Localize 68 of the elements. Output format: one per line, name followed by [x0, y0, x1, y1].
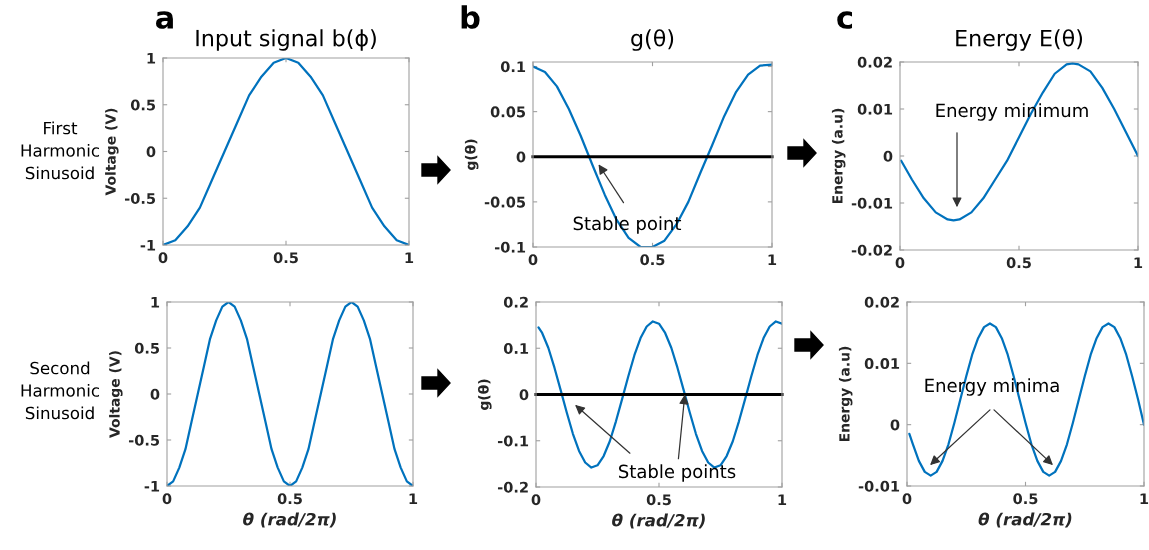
y-tick-label: -0.1	[494, 241, 526, 253]
x-tick-label: 0.5	[273, 252, 298, 264]
y-tick-label: 0.5	[130, 99, 156, 111]
y-tick-label: 0.01	[857, 103, 893, 115]
x-tick-label: 0	[902, 493, 912, 505]
x-tick-label: 0.5	[1006, 257, 1031, 269]
text: a	[156, 11, 173, 29]
x-tick-label: 0.5	[1013, 493, 1038, 505]
y-tick-label: 1	[151, 296, 160, 308]
x-tick-label: 0	[158, 252, 168, 264]
y-tick-label: -0.05	[484, 196, 526, 208]
text: c	[837, 11, 853, 29]
y-axis-title: g(θ)	[464, 139, 479, 170]
x-tick-label: 1	[1140, 493, 1149, 505]
x-tick-label: 0	[528, 254, 538, 266]
y-tick-label: 0	[883, 150, 893, 162]
y-tick-label: 0.1	[503, 342, 529, 354]
y-tick-label: 0.01	[864, 358, 900, 370]
x-axis-title: θ (rad/2π)	[978, 512, 1072, 528]
text: First Harmonic Sinusoid	[21, 121, 100, 180]
text: Second Harmonic Sinusoid	[21, 361, 100, 420]
chart-title: Input signal b(ϕ)	[196, 29, 376, 51]
y-tick-label: -0.01	[851, 197, 893, 209]
y-tick-label: -0.2	[497, 481, 528, 493]
y-axis-title: Voltage (V)	[109, 351, 123, 438]
line-series	[908, 322, 1144, 477]
y-tick-label: -0.02	[851, 244, 892, 256]
x-tick-label: 1	[778, 494, 787, 506]
chart-title: g(θ)	[631, 29, 674, 51]
chart-title: Energy E(θ)	[956, 29, 1083, 51]
y-tick-label: -1	[144, 480, 160, 492]
y-tick-label: -0.5	[124, 192, 156, 204]
line-series	[163, 58, 409, 245]
y-axis-title: Voltage (V)	[105, 108, 119, 196]
x-tick-label: 1	[409, 493, 418, 505]
x-axis-title: θ (rad/2π)	[243, 512, 336, 528]
x-tick-label: 1	[405, 252, 414, 264]
y-tick-label: 0	[150, 388, 160, 400]
y-tick-label: -0.1	[497, 435, 529, 447]
x-tick-label: 1	[768, 254, 777, 266]
x-tick-label: 0	[531, 494, 541, 506]
line-series	[533, 63, 772, 247]
y-tick-label: 0	[516, 151, 526, 163]
y-tick-label: 0.1	[500, 61, 526, 73]
y-tick-label: 0.5	[134, 342, 160, 354]
x-tick-label: 0.5	[277, 493, 302, 505]
y-tick-label: 0.05	[490, 106, 526, 118]
text: b	[461, 5, 480, 29]
y-tick-label: 0	[890, 419, 900, 431]
x-tick-label: 0.5	[640, 254, 665, 266]
y-tick-label: 1	[147, 52, 156, 64]
line-series	[167, 302, 413, 486]
y-tick-label: -1	[140, 239, 156, 251]
x-tick-label: 1	[1134, 257, 1143, 269]
annotation: Stable points	[619, 464, 736, 482]
x-tick-label: 0	[162, 493, 172, 505]
y-axis-title: g(θ)	[477, 379, 492, 410]
y-tick-label: 0	[146, 146, 156, 158]
y-tick-label: 0	[519, 389, 529, 401]
y-tick-label: -0.01	[858, 480, 900, 492]
y-tick-label: 0.02	[864, 296, 899, 308]
x-axis-title: θ (rad/2π)	[612, 513, 705, 529]
y-tick-label: 0.2	[503, 296, 528, 308]
x-tick-label: 0.5	[646, 494, 671, 506]
y-axis-title: Energy (a.u)	[838, 346, 853, 442]
y-tick-label: 0.02	[857, 56, 892, 68]
y-axis-title: Energy (a.u)	[831, 108, 846, 204]
y-tick-label: -0.5	[128, 434, 160, 446]
